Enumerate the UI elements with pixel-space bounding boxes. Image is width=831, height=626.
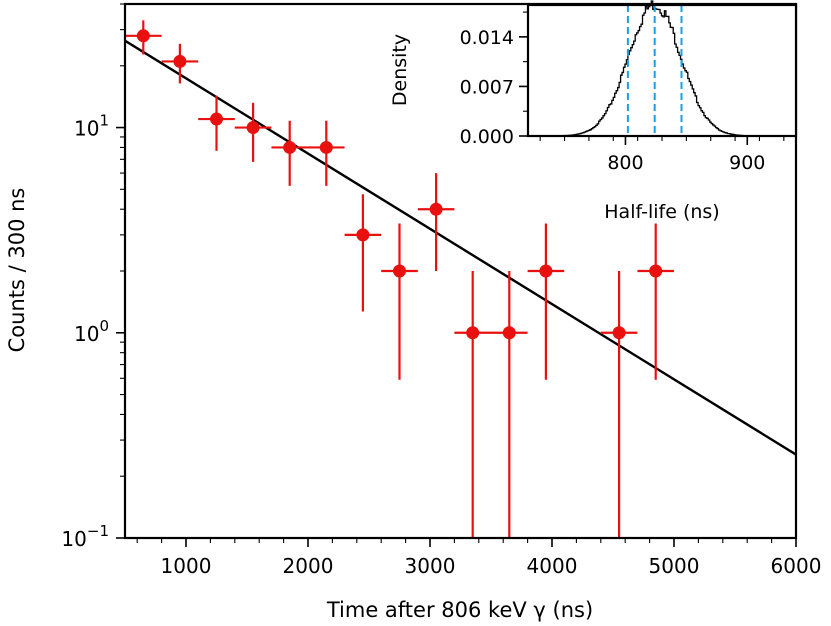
data-point-7	[344, 194, 382, 312]
inset-background	[528, 5, 796, 136]
inset-y-tick-label: 0.014	[460, 27, 514, 49]
inset-x-tick-label: 800	[607, 152, 643, 174]
y-tick-label: 101	[74, 112, 109, 141]
data-point-11	[491, 271, 528, 538]
data-point-2	[161, 43, 199, 84]
inset-y-tick-label: 0.000	[460, 126, 514, 148]
data-point-8	[381, 223, 418, 380]
data-point-10	[454, 271, 491, 538]
data-point-13	[600, 271, 638, 538]
main-x-axis-label: Time after 806 keV γ (ns)	[326, 598, 593, 622]
main-plot-axes: 1000 2000 3000 4000 5000 6000 10−1 100 101	[61, 2, 822, 578]
half-life-histogram	[554, 0, 763, 137]
data-point-6	[308, 120, 345, 186]
x-tick-label: 5000	[649, 554, 700, 578]
inset-axes: 800 900 0.000 0.007 0.014	[460, 3, 798, 174]
data-marker	[246, 121, 260, 135]
x-tick-label: 2000	[283, 554, 334, 578]
inset-marks	[554, 0, 763, 137]
main-y-axis-label: Counts / 300 ns	[5, 188, 29, 353]
inset-x-tick-label: 900	[729, 152, 765, 174]
inset-y-tick-label: 0.007	[460, 76, 514, 98]
fit-line	[124, 39, 797, 456]
inset-x-axis-label: Half-life (ns)	[604, 201, 719, 223]
data-marker	[136, 29, 150, 43]
data-marker	[319, 140, 333, 154]
data-point-5	[271, 120, 308, 186]
x-tick-label: 3000	[405, 554, 456, 578]
data-marker	[612, 326, 626, 340]
data-marker	[283, 140, 297, 154]
data-marker	[539, 264, 553, 278]
data-point-3	[198, 95, 235, 151]
x-tick-label: 6000	[771, 554, 822, 578]
y-tick-label: 10−1	[61, 522, 109, 551]
data-marker	[393, 264, 406, 278]
data-point-9	[417, 173, 455, 271]
x-tick-label: 4000	[527, 554, 578, 578]
data-point-4	[234, 102, 272, 162]
data-point-12	[527, 223, 565, 380]
inset-y-axis-label: Density	[389, 34, 411, 106]
data-marker	[466, 326, 480, 340]
y-tick-label: 100	[74, 317, 109, 346]
x-tick-label: 1000	[161, 554, 212, 578]
data-marker	[210, 112, 223, 126]
data-marker	[649, 264, 663, 278]
half-life-inset: 800 900 0.000 0.007 0.014 Half-life (ns) Den…	[389, 0, 798, 223]
main-plot-marks	[124, 20, 797, 538]
data-point-14	[637, 223, 674, 380]
data-marker	[502, 326, 516, 340]
data-marker	[429, 202, 443, 216]
data-point-1	[125, 20, 162, 55]
data-marker	[356, 228, 370, 242]
data-marker	[173, 54, 187, 68]
